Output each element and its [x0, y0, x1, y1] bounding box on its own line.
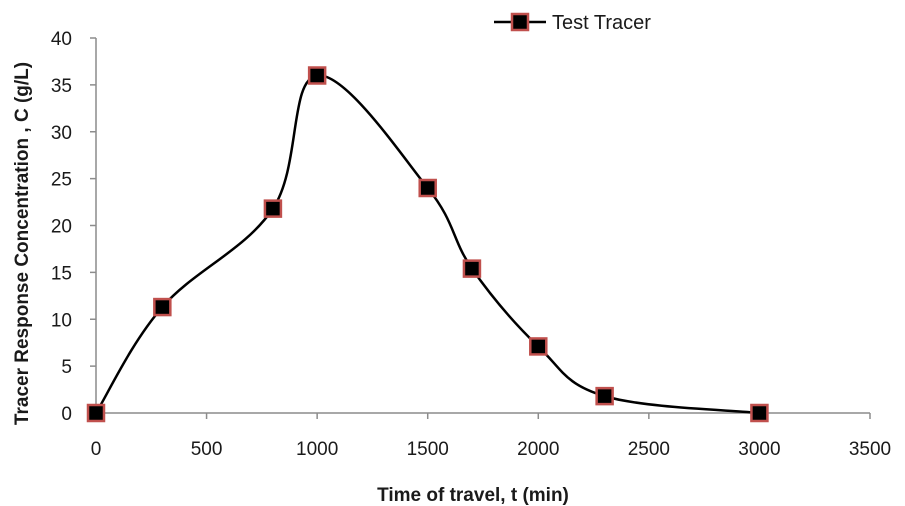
- x-tick-label: 3000: [738, 439, 780, 460]
- data-point-6: [529, 337, 548, 356]
- y-tick-label: 40: [51, 29, 72, 50]
- x-axis-title: Time of travel, t (min): [377, 485, 569, 506]
- y-axis-ticks: 0 5 10 15 20 25 30 35 40: [51, 29, 96, 425]
- legend-label-test-tracer: Test Tracer: [552, 12, 651, 34]
- x-tick-label: 2000: [517, 439, 559, 460]
- data-point-0: [86, 403, 106, 423]
- legend-marker: [510, 12, 530, 32]
- axes: 0 5 10 15 20 25 30 35 40 0 500 1000 1500 2000 2500 300…: [51, 29, 891, 460]
- data-point-2: [263, 199, 283, 218]
- x-tick-label: 1500: [407, 439, 449, 460]
- y-tick-label: 25: [51, 170, 72, 191]
- x-tick-label: 3500: [849, 439, 891, 460]
- y-tick-label: 10: [51, 310, 72, 331]
- legend: Test Tracer: [494, 12, 651, 34]
- data-point-5: [462, 259, 482, 278]
- data-point-7: [595, 386, 614, 406]
- x-tick-label: 500: [191, 439, 223, 460]
- data-point-1: [153, 297, 172, 317]
- y-tick-label: 35: [51, 76, 72, 97]
- data-point-3: [307, 66, 327, 85]
- data-point-8: [750, 403, 769, 423]
- y-tick-label: 30: [51, 123, 72, 144]
- x-tick-label: 0: [91, 439, 102, 460]
- y-tick-label: 0: [61, 404, 72, 425]
- data-point-4: [418, 178, 437, 198]
- y-tick-label: 15: [51, 263, 72, 284]
- y-axis-title: Tracer Response Concentration , C (g/L): [12, 62, 33, 425]
- x-axis-ticks: 0 500 1000 1500 2000 2500 3000 3500: [91, 413, 891, 460]
- y-tick-label: 5: [61, 357, 72, 378]
- y-tick-label: 20: [51, 217, 72, 238]
- series-layer: [86, 66, 769, 423]
- x-tick-label: 1000: [296, 439, 338, 460]
- series-line-test-tracer: [94, 74, 760, 415]
- x-tick-label: 2500: [628, 439, 670, 460]
